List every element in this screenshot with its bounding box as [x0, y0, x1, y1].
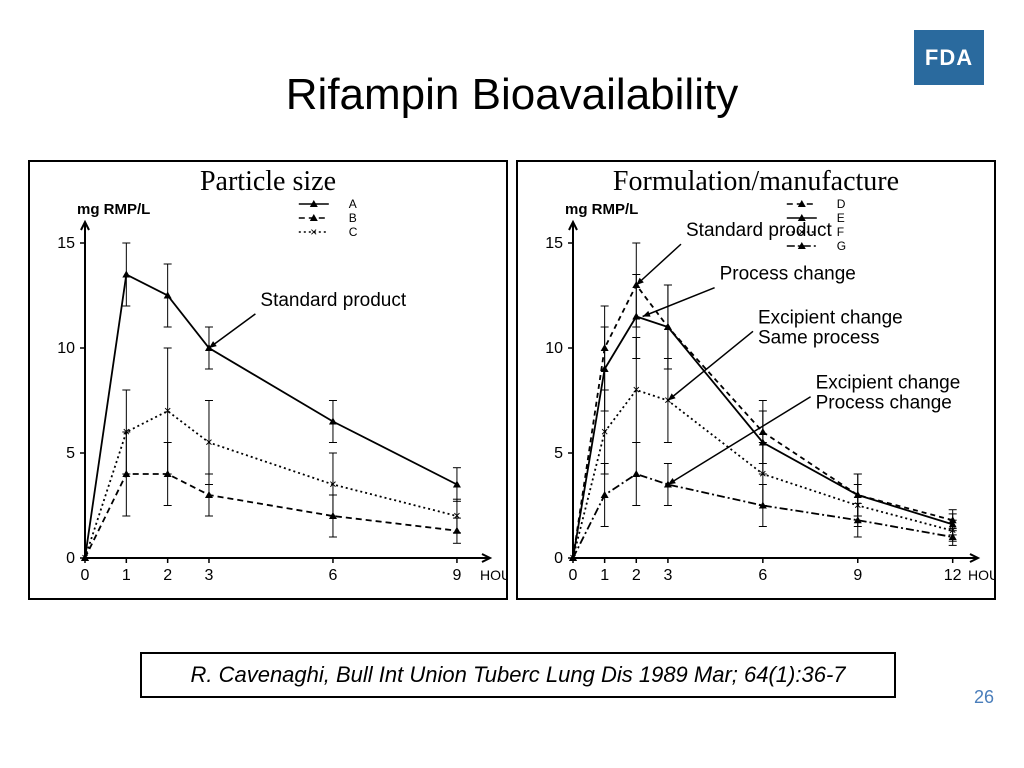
svg-text:×: × — [632, 382, 640, 397]
svg-text:B: B — [349, 211, 357, 225]
svg-text:1: 1 — [122, 567, 131, 584]
svg-text:Process change: Process change — [816, 393, 952, 414]
svg-text:×: × — [205, 435, 213, 450]
svg-text:mg RMP/L: mg RMP/L — [77, 201, 150, 218]
svg-text:10: 10 — [545, 340, 563, 357]
svg-text:6: 6 — [758, 567, 767, 584]
svg-text:Excipient change: Excipient change — [816, 373, 961, 394]
svg-text:F: F — [837, 225, 844, 239]
svg-text:9: 9 — [452, 567, 461, 584]
svg-text:C: C — [349, 225, 358, 239]
svg-text:E: E — [837, 211, 845, 225]
svg-text:Same process: Same process — [758, 327, 879, 348]
svg-text:A: A — [349, 197, 357, 211]
charts-container: Particle size 051015012369mg RMP/LHOURSA… — [28, 160, 996, 600]
svg-text:10: 10 — [57, 340, 75, 357]
svg-text:15: 15 — [57, 235, 75, 252]
svg-text:1: 1 — [600, 567, 609, 584]
svg-text:15: 15 — [545, 235, 563, 252]
svg-text:3: 3 — [663, 567, 672, 584]
svg-text:6: 6 — [329, 567, 338, 584]
svg-text:HOURS: HOURS — [968, 567, 996, 583]
svg-text:Standard product: Standard product — [260, 290, 406, 311]
svg-text:×: × — [329, 477, 337, 492]
page-number: 26 — [974, 687, 994, 708]
svg-text:3: 3 — [205, 567, 214, 584]
svg-text:2: 2 — [632, 567, 641, 584]
svg-text:×: × — [164, 403, 172, 418]
svg-text:12: 12 — [944, 567, 962, 584]
left-chart-svg: 051015012369mg RMP/LHOURSABC×××××××Stand… — [30, 162, 508, 598]
svg-text:D: D — [837, 197, 846, 211]
svg-text:2: 2 — [163, 567, 172, 584]
svg-text:×: × — [601, 424, 609, 439]
svg-text:9: 9 — [853, 567, 862, 584]
svg-text:0: 0 — [554, 550, 563, 567]
right-chart-panel: Formulation/manufacture 05101501236912mg… — [516, 160, 996, 600]
svg-text:0: 0 — [81, 567, 90, 584]
page-title: Rifampin Bioavailability — [0, 70, 1024, 120]
svg-text:HOURS: HOURS — [480, 567, 508, 583]
svg-text:Excipient change: Excipient change — [758, 307, 903, 328]
svg-text:0: 0 — [569, 567, 578, 584]
svg-text:5: 5 — [554, 445, 563, 462]
left-chart-panel: Particle size 051015012369mg RMP/LHOURSA… — [28, 160, 508, 600]
svg-text:Standard product: Standard product — [686, 220, 832, 241]
right-chart-svg: 05101501236912mg RMP/LHOURSDEF×G×××××××S… — [518, 162, 996, 598]
svg-text:×: × — [310, 225, 317, 239]
citation: R. Cavenaghi, Bull Int Union Tuberc Lung… — [140, 652, 896, 698]
svg-text:×: × — [759, 466, 767, 481]
svg-text:0: 0 — [66, 550, 75, 567]
svg-text:mg RMP/L: mg RMP/L — [565, 201, 638, 218]
svg-text:5: 5 — [66, 445, 75, 462]
svg-text:Process change: Process change — [720, 264, 856, 285]
svg-text:G: G — [837, 239, 846, 253]
